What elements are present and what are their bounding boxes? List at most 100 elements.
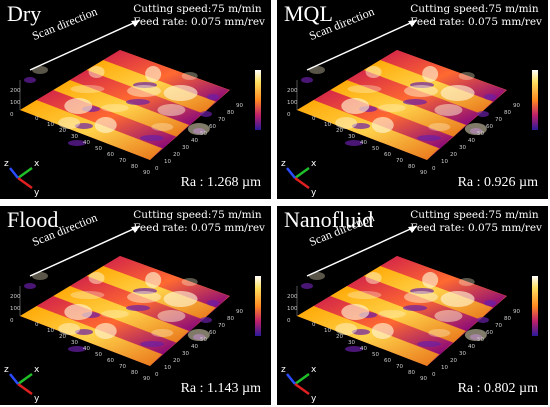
surface-band [330,286,466,343]
triad-y-label: y [34,394,40,404]
surface-peak [335,117,358,129]
y-tick-label: 0 [432,166,436,172]
surface-band [297,306,439,366]
surface-valley [484,94,496,100]
x-tick-label: 0 [312,322,316,328]
triad-x-label: x [311,159,317,169]
surface-valley [403,305,427,311]
surface-peak [365,272,382,284]
surface-valley [140,135,164,141]
surface-peak [464,123,487,135]
roughness-value: Ra : 1.268 µm [180,175,261,190]
x-tick-label: 10 [324,328,331,334]
surface-peak [341,98,370,114]
surface-peak [94,323,117,339]
scan-arrow-head [408,226,417,233]
surface-peak [428,329,451,337]
surface-valley [24,77,36,83]
y-tick-label: 10 [164,159,171,165]
y-tick-label: 0 [155,372,159,378]
z-tick-label: 100 [287,100,298,106]
x-tick-label: 0 [35,116,39,122]
panel-dry: 200 100 0 0 10 20 30 40 50 60 70 80 90 0 10 20 30 40 50 6… [0,0,271,199]
condition-title: Flood [7,207,59,232]
surface-valley [140,341,164,347]
surface-peak [100,104,129,112]
y-tick-label: 20 [450,358,457,364]
z-tick-label: 100 [10,100,21,106]
x-tick-label: 80 [408,164,415,170]
x-tick-label: 10 [47,122,54,128]
y-tick-label: 10 [441,159,448,165]
z-tick-label: 200 [287,294,298,300]
scan-arrow-head [408,20,417,27]
surface-peak [335,323,358,335]
surface-valley [345,346,363,352]
surface-peak [145,66,162,82]
surface-band [380,256,506,308]
z-axis-arrow [286,373,296,385]
panel-mql: 200 100 0 0 10 20 30 40 50 60 70 80 90 0 10 20 30 40 50 6… [277,0,548,199]
x-tick-label: 20 [336,128,343,134]
x-tick-label: 30 [71,134,78,140]
orientation-triad: z x y [281,365,317,404]
y-tick-label: 70 [495,323,502,329]
feed-rate: Feed rate: 0.075 mm/rev [133,222,265,234]
scan-direction-arrow [29,225,141,277]
feed-rate: Feed rate: 0.075 mm/rev [133,16,265,28]
x-tick-label: 80 [131,370,138,376]
surface-peak [464,329,487,341]
y-tick-label: 90 [513,309,520,315]
color-scale-bar [532,276,538,336]
y-tick-label: 80 [227,110,234,116]
cutting-speed: Cutting speed:75 m/min [410,3,539,15]
roughness-value: Ra : 0.802 µm [457,381,538,396]
y-tick-label: 50 [477,337,484,343]
surface-valley [126,99,150,105]
cutting-speed: Cutting speed:75 m/min [410,209,539,221]
y-tick-label: 30 [459,145,466,151]
process-params: Cutting speed:75 m/min Feed rate: 0.075 … [133,209,265,235]
y-tick-label: 50 [200,337,207,343]
process-params: Cutting speed:75 m/min Feed rate: 0.075 … [133,3,265,29]
triad-x-label: x [34,159,40,169]
y-tick-label: 90 [236,309,243,315]
surface-peak [440,291,475,307]
surface-valley [345,140,363,146]
z-tick-label: 0 [10,318,14,324]
triad-z-label: z [4,159,9,169]
x-tick-label: 40 [360,346,367,352]
surface-peak [434,104,463,116]
x-tick-label: 0 [35,322,39,328]
surface-peak [341,304,370,320]
cutting-speed: Cutting speed:75 m/min [133,209,262,221]
surface-band [53,80,189,137]
y-tick-label: 40 [191,344,198,350]
color-scale-bar [255,70,261,130]
x-tick-label: 50 [372,146,379,152]
surface-peak [347,291,382,299]
x-tick-label: 90 [420,376,427,382]
z-tick-label: 100 [10,306,21,312]
x-tick-label: 20 [59,128,66,134]
x-tick-label: 90 [143,170,150,176]
color-scale-bar [532,70,538,130]
scan-direction-arrow [306,19,418,71]
condition-title: MQL [284,1,333,26]
x-axis-arrow [17,166,33,180]
z-tick-label: 0 [10,112,14,118]
x-tick-label: 60 [384,358,391,364]
y-tick-label: 20 [450,152,457,158]
surface-peak [365,66,382,78]
y-tick-label: 80 [227,316,234,322]
surface-peak [163,85,198,101]
x-tick-label: 70 [119,158,126,164]
y-tick-label: 80 [504,110,511,116]
y-tick-label: 70 [495,117,502,123]
x-tick-label: 40 [83,346,90,352]
x-tick-label: 50 [95,352,102,358]
surface-band [103,50,229,102]
y-tick-label: 40 [191,138,198,144]
